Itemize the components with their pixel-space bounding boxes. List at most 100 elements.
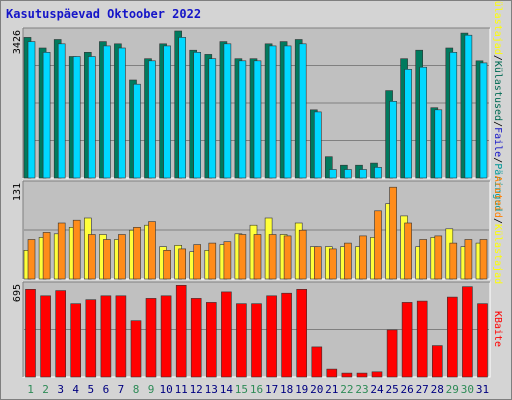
day-label-24: 24 <box>370 383 384 396</box>
legend-entry: Päringud <box>492 163 503 211</box>
day-label-20: 20 <box>310 383 323 396</box>
day-label-9: 9 <box>148 383 155 396</box>
bar-kbaite-day-16 <box>251 303 262 378</box>
day-label-8: 8 <box>133 383 140 396</box>
legend-entry: Aruteid <box>492 176 503 218</box>
bar-päringud-day-15 <box>238 60 247 179</box>
bar-päringud-day-27 <box>419 66 428 179</box>
bar-aruteid-day-8 <box>133 227 141 280</box>
bar-aruteid-day-1 <box>27 239 36 280</box>
bar-aruteid-day-30 <box>464 239 473 280</box>
bar-aruteid-day-10 <box>163 250 171 280</box>
bar-päringud-day-31 <box>479 62 488 179</box>
bar-aruteid-day-17 <box>268 234 277 280</box>
bar-aruteid-day-25 <box>389 186 397 280</box>
bar-päringud-day-21 <box>328 169 337 179</box>
bar-aruteid-day-23 <box>359 235 367 280</box>
legend-bottom: KBaite <box>492 311 503 347</box>
bar-kbaite-day-2 <box>40 295 51 378</box>
bar-päringud-day-29 <box>449 51 458 179</box>
bar-kbaite-day-13 <box>206 302 217 378</box>
bar-aruteid-day-7 <box>118 234 126 280</box>
bar-kbaite-day-7 <box>115 295 127 378</box>
legend-entry: KBaite <box>492 311 503 347</box>
bar-kbaite-day-30 <box>462 286 473 378</box>
bar-aruteid-day-4 <box>72 219 81 280</box>
bar-kbaite-day-5 <box>85 299 97 378</box>
bar-päringud-day-7 <box>118 47 126 179</box>
bar-kbaite-day-22 <box>341 372 353 378</box>
bar-päringud-day-5 <box>88 56 96 179</box>
bar-aruteid-day-20 <box>313 246 322 280</box>
legend-separator: / <box>492 218 503 224</box>
legend-entry: Külastajad <box>492 1 503 55</box>
legend-entry: Külastused <box>492 61 503 121</box>
bar-kbaite-day-9 <box>145 298 157 378</box>
day-label-6: 6 <box>103 383 110 396</box>
bar-aruteid-day-19 <box>298 229 307 280</box>
bar-kbaite-day-11 <box>175 284 187 378</box>
day-label-17: 17 <box>265 383 278 396</box>
bar-kbaite-day-23 <box>356 372 368 378</box>
day-label-3: 3 <box>57 383 64 396</box>
bar-aruteid-day-26 <box>404 222 412 280</box>
bar-kbaite-day-27 <box>416 300 428 378</box>
legend-separator: / <box>492 55 503 61</box>
day-label-15: 15 <box>235 383 248 396</box>
bar-päringud-day-12 <box>193 51 201 179</box>
bar-aruteid-day-9 <box>148 221 156 280</box>
bar-päringud-day-6 <box>103 45 111 179</box>
day-label-5: 5 <box>87 383 94 396</box>
legend-entry: Faile <box>492 127 503 157</box>
bar-päringud-day-24 <box>374 167 382 179</box>
bar-kbaite-day-8 <box>130 320 142 378</box>
bar-kbaite-day-18 <box>281 292 292 378</box>
day-label-16: 16 <box>250 383 263 396</box>
bar-päringud-day-9 <box>148 60 156 179</box>
legend-middle: Aruteid/Külastajad <box>492 176 503 284</box>
bar-päringud-day-28 <box>434 109 443 179</box>
bar-aruteid-day-2 <box>42 232 51 280</box>
bar-aruteid-day-24 <box>374 210 382 280</box>
bar-kbaite-day-24 <box>371 371 383 378</box>
day-label-18: 18 <box>280 383 293 396</box>
bar-päringud-day-25 <box>389 101 397 179</box>
bar-päringud-day-16 <box>253 60 262 179</box>
bar-päringud-day-19 <box>298 43 307 179</box>
bar-päringud-day-2 <box>42 51 51 179</box>
bar-kbaite-day-28 <box>431 345 443 378</box>
bar-aruteid-day-22 <box>344 242 352 280</box>
bar-aruteid-day-13 <box>208 242 217 280</box>
bar-päringud-day-14 <box>223 43 232 179</box>
bar-aruteid-day-27 <box>419 239 428 280</box>
bar-aruteid-day-29 <box>449 242 458 280</box>
bar-kbaite-day-21 <box>326 368 338 378</box>
day-label-21: 21 <box>325 383 338 396</box>
bar-päringud-day-3 <box>57 43 66 179</box>
legend-separator: / <box>492 157 503 163</box>
bar-aruteid-day-5 <box>88 234 96 280</box>
day-label-29: 29 <box>446 383 459 396</box>
day-label-30: 30 <box>461 383 474 396</box>
bar-päringud-day-18 <box>283 45 292 179</box>
bar-päringud-day-17 <box>268 45 277 179</box>
bar-päringud-day-1 <box>27 41 36 179</box>
bar-kbaite-day-12 <box>190 298 202 378</box>
bar-aruteid-day-3 <box>57 222 66 280</box>
bar-kbaite-day-19 <box>296 288 308 378</box>
bar-aruteid-day-15 <box>238 234 247 280</box>
day-label-11: 11 <box>175 383 188 396</box>
bar-päringud-day-8 <box>133 83 141 179</box>
bar-aruteid-day-14 <box>223 241 232 280</box>
bar-kbaite-day-1 <box>25 288 36 378</box>
day-label-1: 1 <box>27 383 34 396</box>
bar-aruteid-day-18 <box>283 235 292 280</box>
day-label-13: 13 <box>205 383 218 396</box>
day-label-31: 31 <box>476 383 489 396</box>
day-label-7: 7 <box>118 383 125 396</box>
bar-aruteid-day-31 <box>479 239 488 280</box>
bar-päringud-day-30 <box>464 34 473 179</box>
page-title: Kasutuspäevad Oktoober 2022 <box>6 7 202 21</box>
